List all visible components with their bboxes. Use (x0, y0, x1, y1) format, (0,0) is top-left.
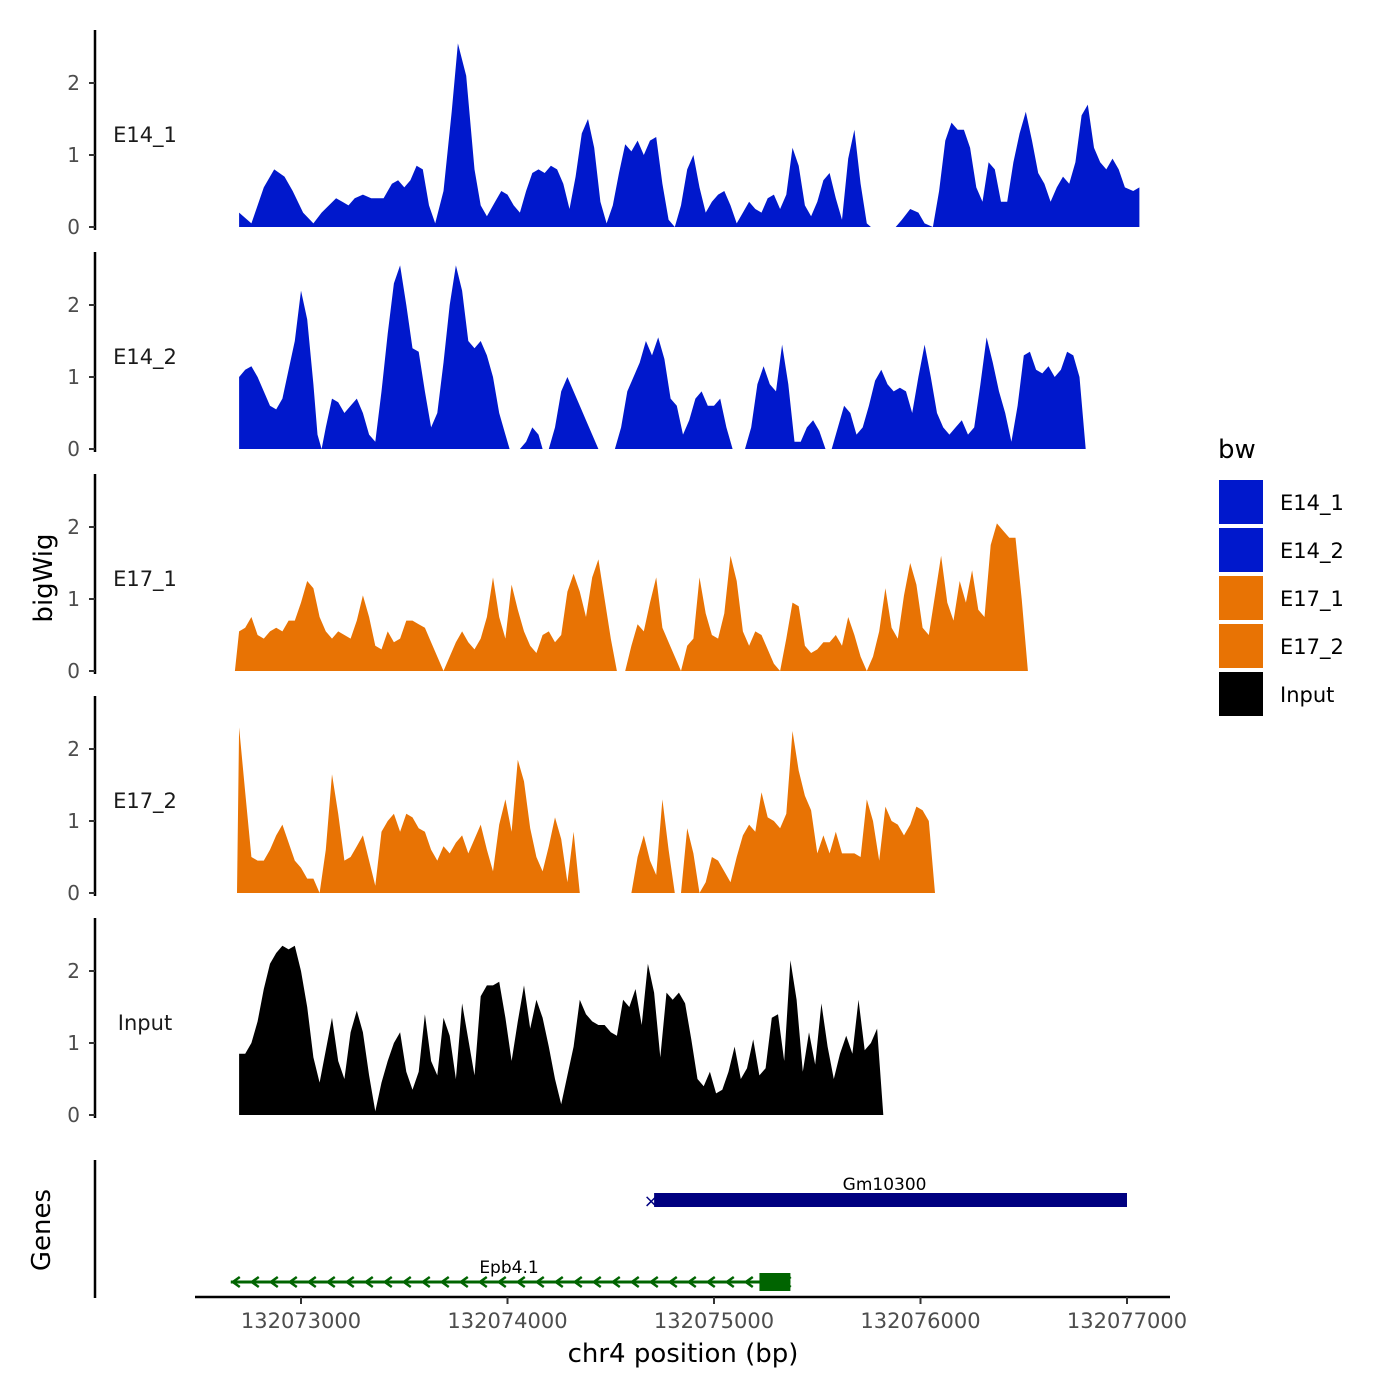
x-tick-label: 132075000 (654, 1309, 774, 1333)
legend-swatch (1219, 576, 1263, 620)
x-tick-label: 132073000 (241, 1309, 361, 1333)
strand-arrow (743, 1275, 754, 1289)
legend-title: bw (1218, 435, 1256, 465)
gene-gm10300: × Gm10300 (644, 1175, 1127, 1212)
track-e14-1: 0 1 2 E14_1 (67, 30, 1140, 239)
strand-arrow (268, 1275, 279, 1289)
track-label: E17_2 (113, 789, 177, 814)
strand-marker: × (644, 1191, 659, 1212)
y-tick-label: 2 (67, 959, 80, 983)
strand-arrow (724, 1275, 735, 1289)
y-tick-label: 2 (67, 71, 80, 95)
gene-exon (759, 1273, 791, 1291)
strand-arrow (249, 1275, 260, 1289)
area-e14-2 (239, 265, 1086, 449)
y-tick-label: 0 (67, 1103, 80, 1127)
strand-arrow (515, 1275, 526, 1289)
strand-arrow (382, 1275, 393, 1289)
x-tick-label: 132076000 (860, 1309, 980, 1333)
y-tick-label: 1 (67, 143, 80, 167)
x-tick-label: 132077000 (1067, 1309, 1187, 1333)
track-label: E17_1 (113, 567, 177, 592)
genes-label: Genes (27, 1189, 57, 1271)
y-tick-label: 1 (67, 587, 80, 611)
strand-arrow (686, 1275, 697, 1289)
gene-label: Gm10300 (843, 1175, 927, 1195)
strand-arrow (648, 1275, 659, 1289)
y-tick-label: 0 (67, 215, 80, 239)
area-e14-1 (239, 43, 1140, 228)
strand-arrow (344, 1275, 355, 1289)
strand-arrow (553, 1275, 564, 1289)
strand-arrow (534, 1275, 545, 1289)
gene-epb4-1: Epb4.1 (230, 1258, 792, 1291)
y-tick-label: 0 (67, 437, 80, 461)
genes-panel: × Gm10300 Epb4.1 (93, 1160, 1127, 1298)
strand-arrow (420, 1275, 431, 1289)
legend-swatch (1219, 624, 1263, 668)
y-tick-label: 1 (67, 365, 80, 389)
strand-arrow (439, 1275, 450, 1289)
strand-arrow (458, 1275, 469, 1289)
strand-arrow (591, 1275, 602, 1289)
track-label: Input (118, 1011, 172, 1035)
strand-arrow (667, 1275, 678, 1289)
y-tick-label: 2 (67, 515, 80, 539)
track-e17-1: 0 1 2 E17_1 (67, 474, 1028, 683)
strand-arrow (325, 1275, 336, 1289)
y-tick-label: 1 (67, 1031, 80, 1055)
track-panels: 0 1 2 E14_1 0 1 2 E14_2 0 1 2 E17_1 0 1 2 E17_2 0 1 2 Input (67, 30, 1140, 1127)
track-e17-2: 0 1 2 E17_2 (67, 696, 935, 905)
legend-label: E14_1 (1280, 491, 1344, 516)
y-tick-label: 0 (67, 881, 80, 905)
legend-label: E17_1 (1280, 587, 1344, 612)
y-tick-label: 0 (67, 659, 80, 683)
strand-arrow (401, 1275, 412, 1289)
track-label: E14_1 (113, 123, 177, 148)
x-axis-label: chr4 position (bp) (568, 1339, 799, 1369)
y-axis-label: bigWig (29, 533, 59, 622)
strand-arrow (496, 1275, 507, 1289)
area-e17-1 (234, 523, 1028, 671)
strand-arrow (230, 1275, 241, 1289)
legend-swatch (1219, 528, 1263, 572)
legend-swatch (1219, 480, 1263, 524)
strand-arrow (477, 1275, 488, 1289)
strand-arrow (287, 1275, 298, 1289)
strand-arrow (572, 1275, 583, 1289)
track-e14-2: 0 1 2 E14_2 (67, 252, 1086, 461)
gene-body (654, 1193, 1127, 1207)
legend: bw E14_1 E14_2 E17_1 E17_2 Input (1218, 435, 1344, 716)
track-label: E14_2 (113, 345, 177, 370)
strand-arrow (629, 1275, 640, 1289)
legend-label: E14_2 (1280, 539, 1344, 564)
strand-arrow (610, 1275, 621, 1289)
x-tick-label: 132074000 (447, 1309, 567, 1333)
legend-label: E17_2 (1280, 635, 1344, 660)
strand-arrow (306, 1275, 317, 1289)
area-e17-2 (237, 727, 935, 893)
strand-arrow (705, 1275, 716, 1289)
y-tick-label: 1 (67, 809, 80, 833)
area-input (239, 945, 884, 1115)
legend-label: Input (1280, 683, 1334, 707)
gene-label: Epb4.1 (479, 1258, 538, 1278)
y-tick-label: 2 (67, 293, 80, 317)
legend-swatch (1219, 672, 1263, 716)
track-input: 0 1 2 Input (67, 918, 884, 1127)
x-axis: 132073000 132074000 132075000 132076000 1320… (195, 1295, 1187, 1333)
y-tick-label: 2 (67, 737, 80, 761)
strand-arrow (363, 1275, 374, 1289)
